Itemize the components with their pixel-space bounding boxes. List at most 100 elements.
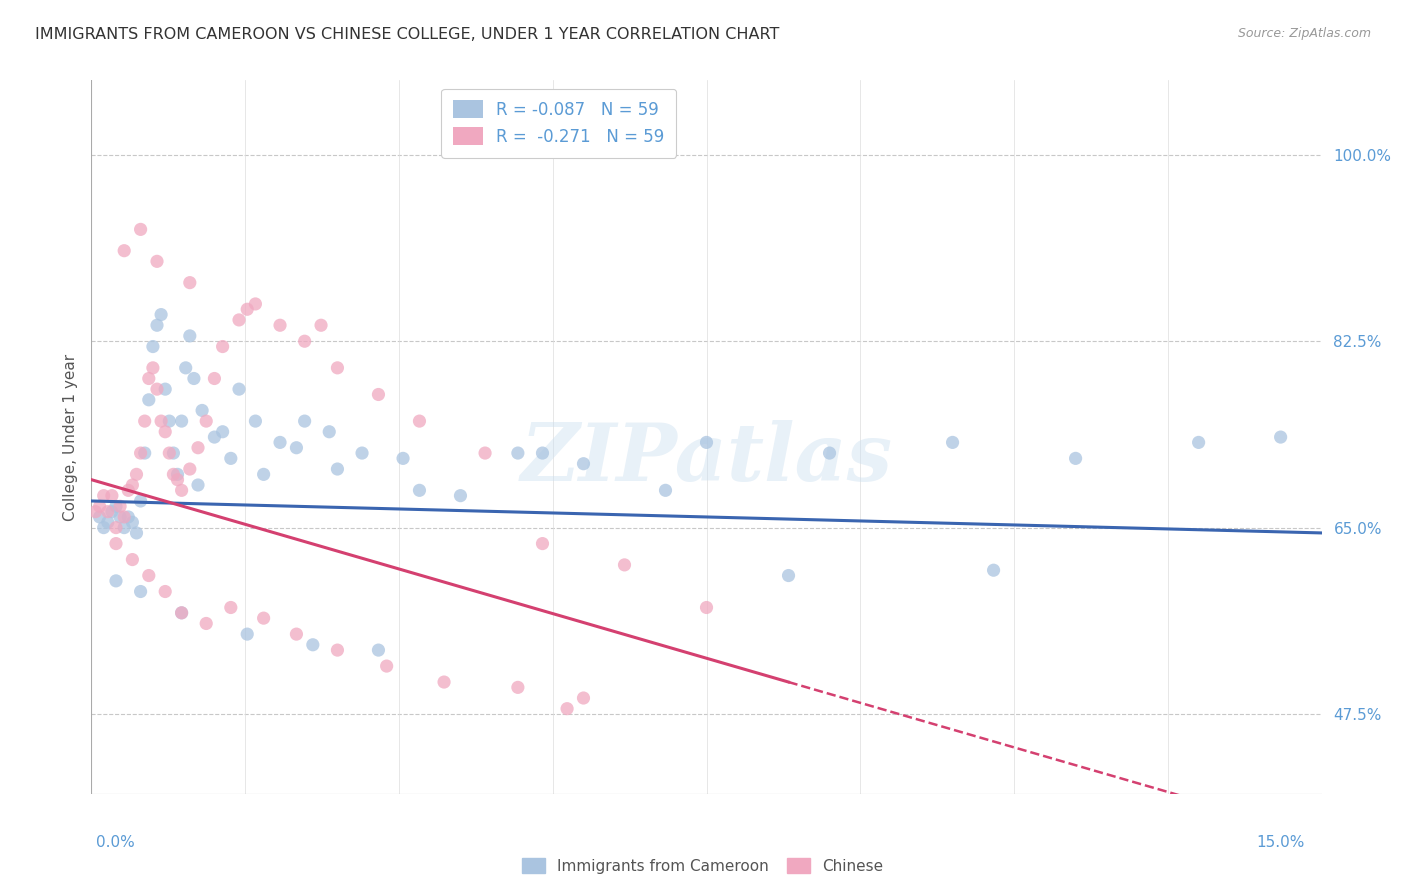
- Point: [101, 505, 124, 519]
- Point: [117, 510, 139, 524]
- Point: [228, 382, 250, 396]
- Point: [474, 446, 496, 460]
- Point: [408, 414, 430, 428]
- Point: [84, 505, 107, 519]
- Point: [253, 611, 276, 625]
- Point: [211, 340, 233, 354]
- Point: [191, 403, 214, 417]
- Y-axis label: College, Under 1 year: College, Under 1 year: [62, 353, 77, 521]
- Point: [350, 446, 373, 460]
- Legend: Immigrants from Cameroon, Chinese: Immigrants from Cameroon, Chinese: [516, 852, 890, 880]
- Point: [97, 516, 120, 530]
- Point: [202, 371, 225, 385]
- Point: [778, 568, 800, 582]
- Point: [179, 462, 201, 476]
- Point: [153, 584, 177, 599]
- Point: [187, 478, 209, 492]
- Point: [572, 457, 595, 471]
- Point: [294, 414, 316, 428]
- Point: [108, 510, 131, 524]
- Point: [285, 441, 308, 455]
- Point: [202, 430, 225, 444]
- Point: [134, 446, 156, 460]
- Point: [146, 382, 169, 396]
- Point: [219, 600, 242, 615]
- Point: [117, 483, 139, 498]
- Point: [170, 606, 193, 620]
- Point: [157, 414, 180, 428]
- Point: [93, 489, 115, 503]
- Point: [326, 462, 349, 476]
- Point: [138, 371, 160, 385]
- Point: [89, 500, 111, 514]
- Point: [506, 681, 529, 695]
- Point: [187, 441, 209, 455]
- Point: [129, 222, 152, 236]
- Point: [245, 414, 267, 428]
- Point: [150, 308, 173, 322]
- Point: [179, 329, 201, 343]
- Point: [138, 568, 160, 582]
- Text: IMMIGRANTS FROM CAMEROON VS CHINESE COLLEGE, UNDER 1 YEAR CORRELATION CHART: IMMIGRANTS FROM CAMEROON VS CHINESE COLL…: [35, 27, 779, 42]
- Point: [818, 446, 841, 460]
- Point: [301, 638, 323, 652]
- Point: [166, 467, 188, 482]
- Point: [121, 552, 143, 566]
- Point: [170, 606, 193, 620]
- Point: [367, 643, 389, 657]
- Point: [449, 489, 471, 503]
- Point: [245, 297, 267, 311]
- Point: [269, 318, 291, 333]
- Point: [142, 340, 165, 354]
- Point: [89, 510, 111, 524]
- Text: ZIPatlas: ZIPatlas: [520, 420, 893, 497]
- Text: Source: ZipAtlas.com: Source: ZipAtlas.com: [1237, 27, 1371, 40]
- Point: [125, 467, 148, 482]
- Point: [326, 643, 349, 657]
- Point: [1064, 451, 1087, 466]
- Point: [236, 302, 259, 317]
- Point: [318, 425, 340, 439]
- Point: [105, 536, 127, 550]
- Point: [93, 520, 115, 534]
- Point: [506, 446, 529, 460]
- Point: [97, 505, 120, 519]
- Point: [146, 318, 169, 333]
- Point: [392, 451, 415, 466]
- Text: 15.0%: 15.0%: [1257, 836, 1305, 850]
- Point: [162, 446, 184, 460]
- Point: [134, 414, 156, 428]
- Point: [112, 244, 135, 258]
- Point: [408, 483, 430, 498]
- Point: [105, 574, 127, 588]
- Point: [129, 584, 152, 599]
- Point: [253, 467, 276, 482]
- Point: [983, 563, 1005, 577]
- Point: [1187, 435, 1209, 450]
- Point: [654, 483, 676, 498]
- Point: [531, 536, 554, 550]
- Point: [105, 520, 127, 534]
- Point: [367, 387, 389, 401]
- Point: [326, 360, 349, 375]
- Point: [195, 616, 218, 631]
- Point: [162, 467, 184, 482]
- Point: [285, 627, 308, 641]
- Text: 0.0%: 0.0%: [96, 836, 135, 850]
- Point: [170, 414, 193, 428]
- Point: [121, 516, 143, 530]
- Point: [294, 334, 316, 349]
- Point: [112, 520, 135, 534]
- Point: [269, 435, 291, 450]
- Point: [179, 276, 201, 290]
- Point: [195, 414, 218, 428]
- Point: [166, 473, 188, 487]
- Point: [121, 478, 143, 492]
- Point: [129, 494, 152, 508]
- Point: [138, 392, 160, 407]
- Point: [170, 483, 193, 498]
- Point: [433, 675, 456, 690]
- Point: [174, 360, 197, 375]
- Point: [112, 510, 135, 524]
- Point: [150, 414, 173, 428]
